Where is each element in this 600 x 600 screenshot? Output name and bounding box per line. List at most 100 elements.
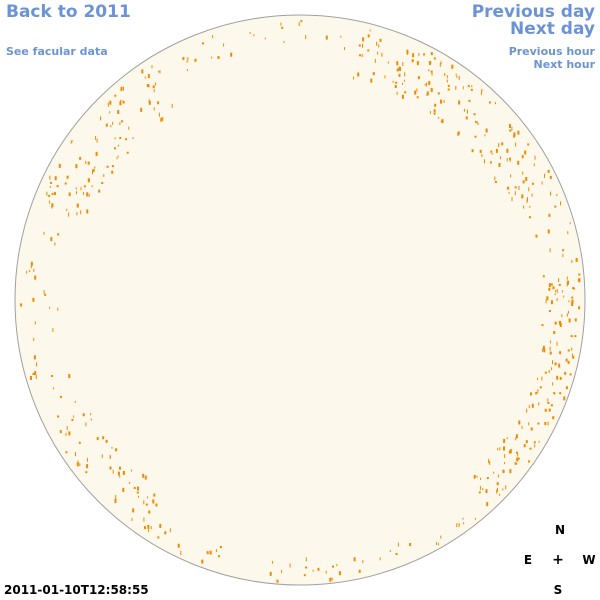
- facula-speck: [59, 430, 62, 434]
- facula-speck: [159, 523, 162, 528]
- back-to-year-link[interactable]: Back to 2011: [6, 2, 131, 22]
- facula-speck: [281, 26, 284, 29]
- facula-speck: [529, 216, 531, 219]
- facula-speck: [438, 543, 439, 546]
- facula-speck: [478, 491, 481, 494]
- facula-speck: [132, 508, 135, 513]
- facula-speck: [269, 571, 272, 576]
- facula-speck: [496, 489, 498, 494]
- facula-speck: [370, 78, 373, 83]
- facula-speck: [531, 403, 534, 408]
- next-day-link[interactable]: Next day: [510, 19, 595, 39]
- facula-speck: [96, 138, 98, 143]
- see-facular-data-link[interactable]: See facular data: [6, 45, 108, 58]
- facula-speck: [462, 517, 464, 520]
- facula-speck: [33, 268, 35, 272]
- facula-speck: [206, 551, 209, 555]
- compass-east-label: E: [523, 553, 533, 567]
- facula-speck: [404, 91, 407, 94]
- facula-speck: [530, 392, 532, 396]
- facula-speck: [95, 151, 98, 156]
- facula-speck: [465, 116, 468, 120]
- facula-speck: [51, 193, 54, 195]
- facula-speck: [114, 147, 116, 150]
- facula-speck: [443, 100, 445, 103]
- facula-speck: [88, 193, 90, 197]
- facula-speck: [571, 347, 573, 351]
- facula-speck: [436, 542, 438, 545]
- facula-speck: [497, 474, 499, 478]
- facula-speck: [57, 233, 60, 236]
- facula-speck: [532, 182, 534, 185]
- facula-speck: [211, 56, 213, 59]
- facula-speck: [85, 422, 87, 427]
- facula-speck: [485, 128, 488, 133]
- facula-speck: [484, 134, 486, 137]
- facula-speck: [35, 375, 37, 379]
- facula-speck: [569, 373, 572, 376]
- facula-speck: [30, 376, 32, 380]
- facula-speck: [506, 437, 508, 440]
- facula-speck: [68, 431, 71, 436]
- facula-speck: [566, 313, 568, 317]
- facula-speck: [201, 559, 204, 564]
- facula-speck: [456, 75, 458, 78]
- facula-speck: [417, 76, 420, 80]
- facula-speck: [115, 495, 117, 500]
- facula-speck: [496, 482, 499, 486]
- facula-speck: [463, 522, 465, 525]
- facula-speck: [271, 560, 273, 564]
- facula-speck: [123, 86, 124, 91]
- facula-speck: [521, 155, 524, 159]
- facula-speck: [458, 522, 460, 527]
- facula-speck: [559, 392, 562, 395]
- facula-speck: [479, 149, 482, 153]
- facula-speck: [305, 566, 308, 569]
- facula-speck: [537, 389, 539, 394]
- facula-speck: [547, 401, 550, 404]
- facula-speck: [497, 487, 498, 492]
- facula-speck: [549, 351, 552, 355]
- facula-speck: [544, 422, 547, 425]
- facula-speck: [219, 546, 222, 548]
- facula-speck: [522, 171, 524, 175]
- facula-speck: [147, 496, 149, 499]
- facula-speck: [381, 52, 383, 57]
- previous-day-link[interactable]: Previous day: [471, 2, 595, 22]
- facula-speck: [551, 300, 553, 305]
- facula-speck: [475, 121, 478, 124]
- facula-speck: [80, 210, 82, 215]
- previous-hour-link[interactable]: Previous hour: [508, 45, 595, 58]
- facula-speck: [471, 149, 474, 153]
- facula-speck: [394, 85, 397, 88]
- facula-speck: [153, 493, 156, 497]
- facula-speck: [538, 402, 540, 406]
- facula-speck: [504, 462, 505, 465]
- facula-speck: [64, 182, 67, 185]
- facula-speck: [446, 75, 448, 79]
- facula-speck: [298, 22, 300, 26]
- facula-speck: [542, 275, 545, 278]
- facula-speck: [515, 434, 518, 439]
- facula-speck: [534, 444, 536, 448]
- facula-speck: [137, 486, 139, 491]
- next-hour-link[interactable]: Next hour: [533, 58, 596, 71]
- facula-speck: [50, 181, 52, 184]
- facula-speck: [537, 422, 540, 425]
- facula-speck: [567, 360, 570, 364]
- facula-speck: [76, 203, 79, 208]
- facula-speck: [522, 180, 525, 184]
- compass-west-label: W: [582, 553, 596, 567]
- facula-speck: [114, 137, 116, 140]
- facula-speck: [71, 418, 74, 421]
- facula-speck: [434, 103, 437, 107]
- facula-speck: [566, 276, 568, 280]
- facula-speck: [528, 405, 530, 409]
- facula-speck: [379, 557, 381, 561]
- facula-speck: [574, 318, 577, 322]
- facula-speck: [57, 415, 60, 418]
- facula-speck: [433, 57, 436, 60]
- facula-speck: [358, 44, 361, 47]
- facula-speck: [300, 20, 303, 23]
- facula-speck: [556, 375, 559, 380]
